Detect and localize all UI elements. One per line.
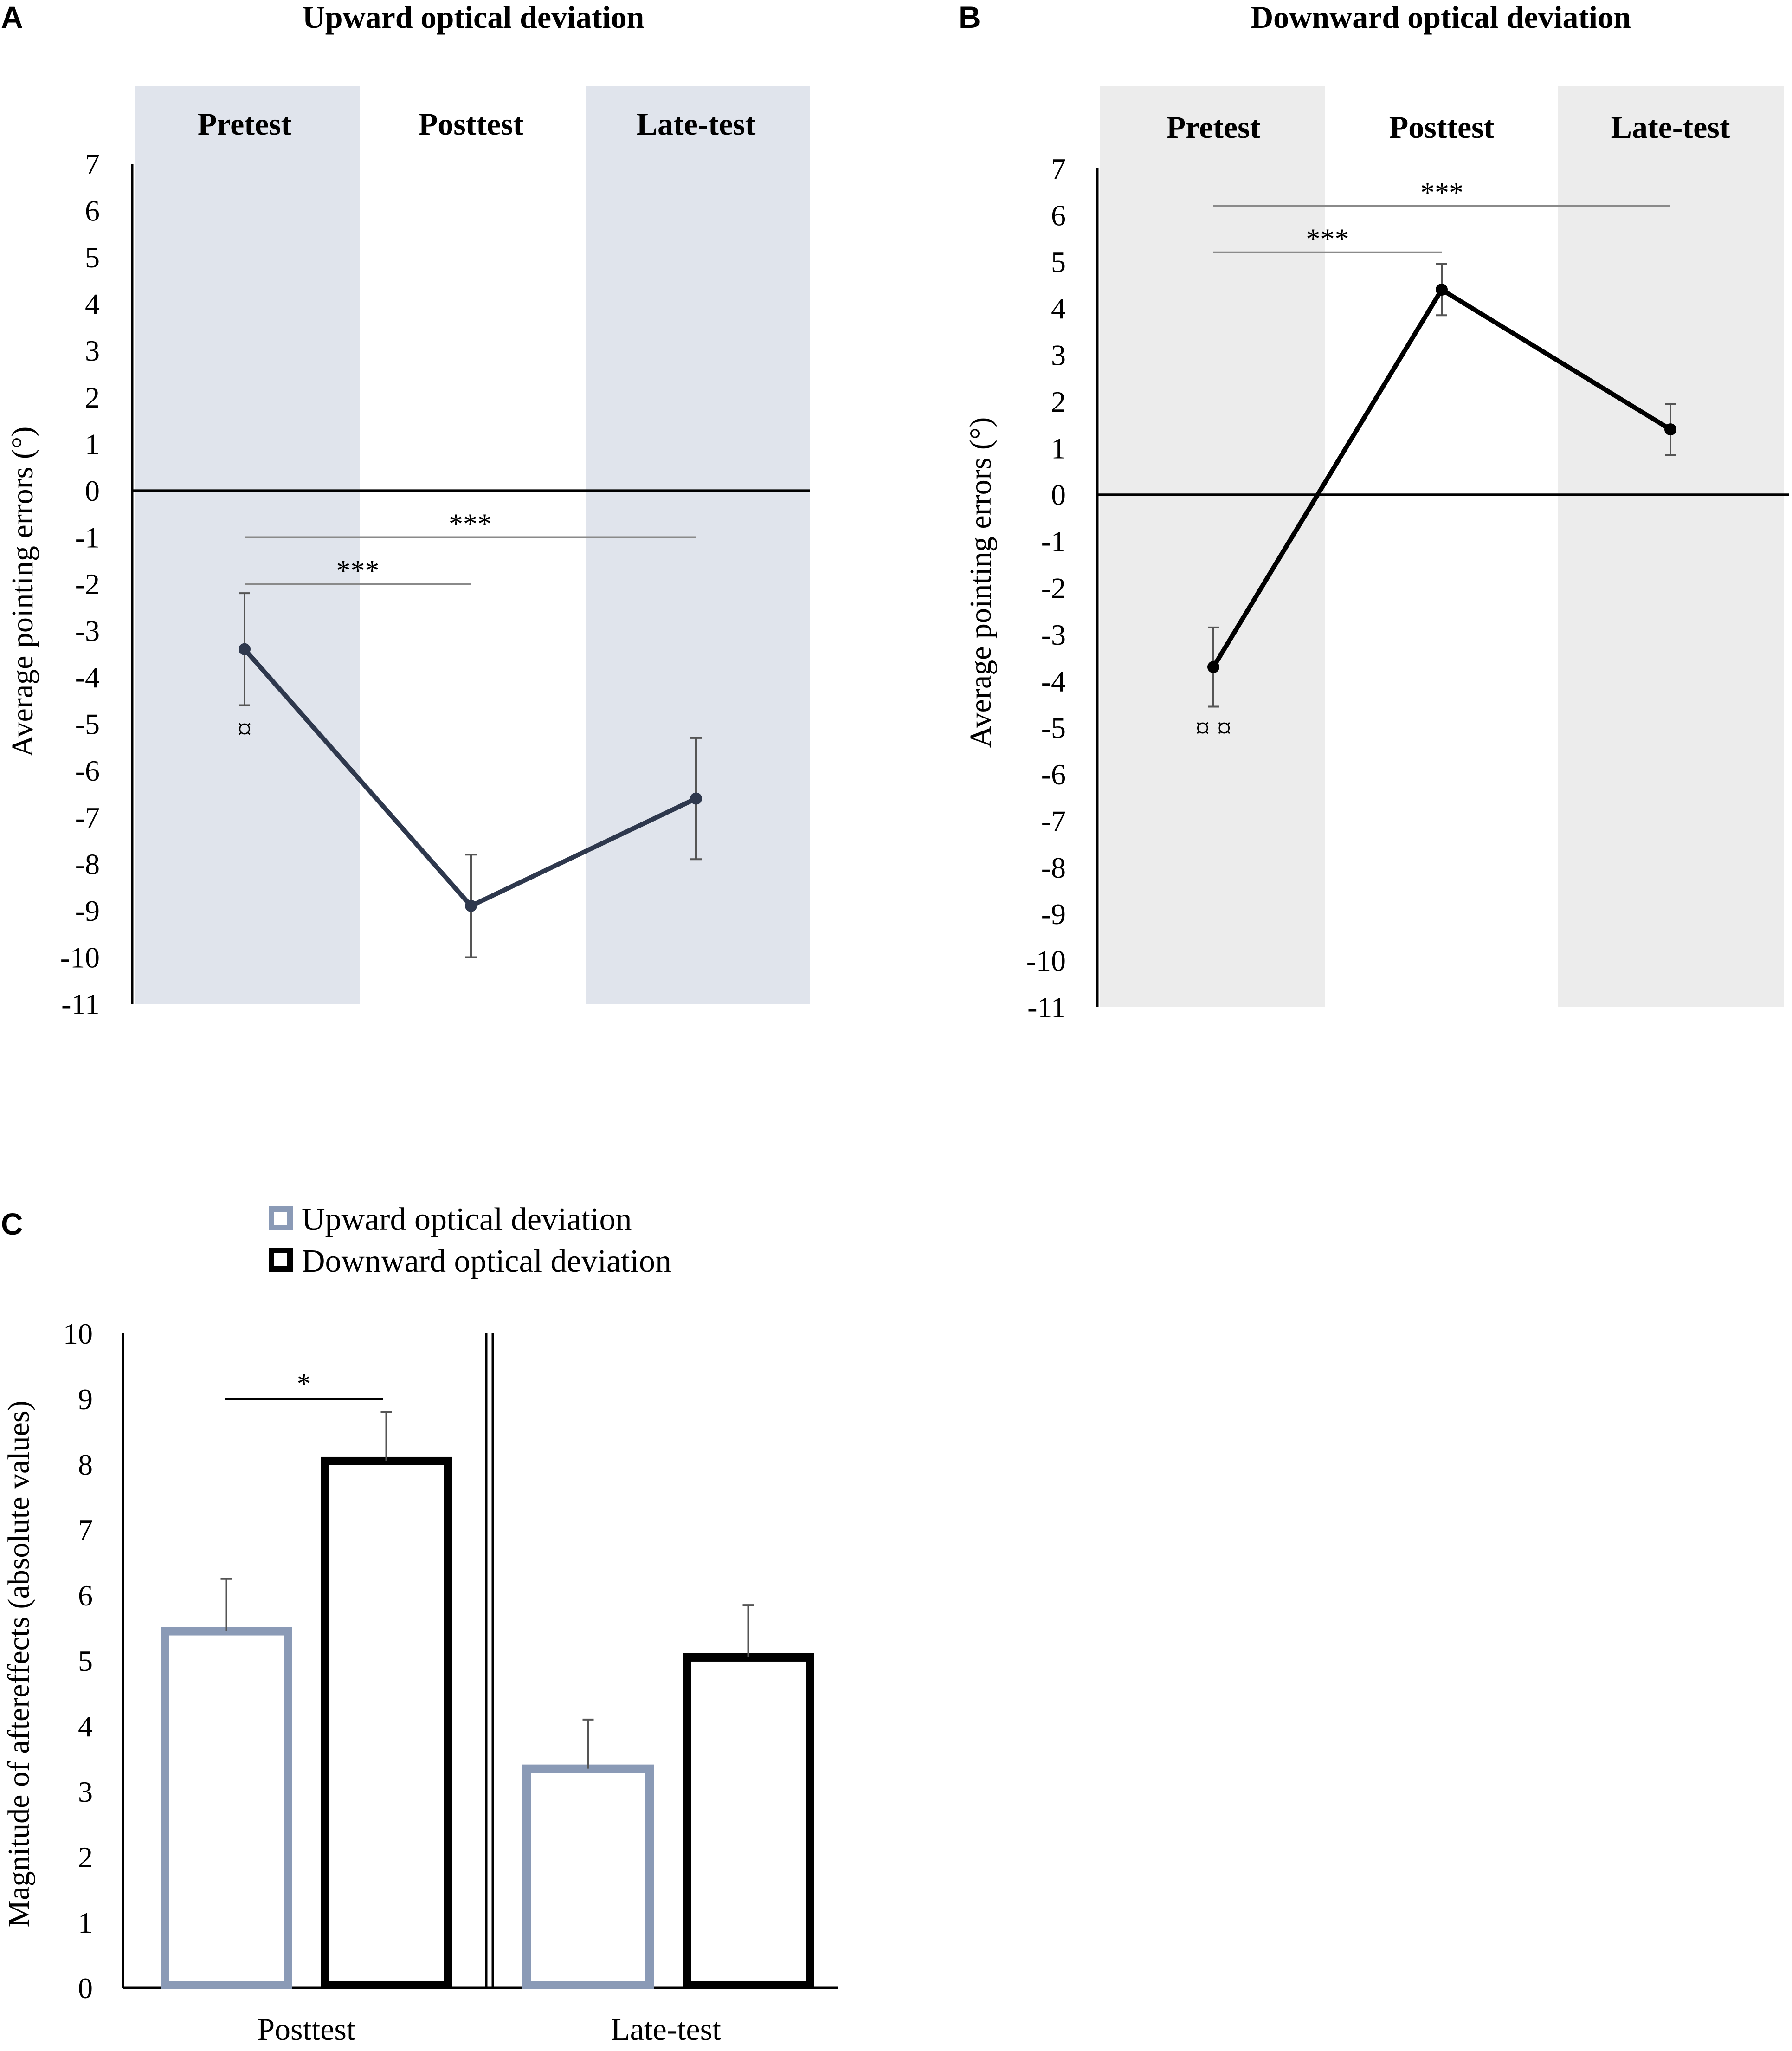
panel-c-y-axis-title: Magnitude of aftereffects (absolute valu… — [2, 1401, 36, 1928]
panel-c-y-tick-label: 8 — [78, 1448, 93, 1481]
panel-a-y-tick-label: -4 — [75, 661, 100, 694]
panel-b-y-tick-label: 0 — [1051, 479, 1066, 511]
panel-b-y-tick-label: -10 — [1026, 945, 1066, 977]
panel-b-significance-label: *** — [1306, 224, 1349, 255]
panel-b-y-tick-label: -6 — [1041, 758, 1066, 791]
legend-swatch-upward — [269, 1206, 293, 1230]
panel-a-data-point — [465, 899, 477, 912]
legend-label-upward: Upward optical deviation — [302, 1202, 632, 1237]
panel-b-phase-label: Posttest — [1389, 110, 1495, 145]
panel-b-phase-shade — [1100, 86, 1325, 1007]
panel-c-y-tick-label: 1 — [78, 1906, 93, 1939]
panel-a-y-tick-label: -1 — [75, 521, 100, 554]
panel-a-phase-label: Posttest — [419, 106, 524, 142]
panel-b-pretest-marker: ¤ ¤ — [1195, 713, 1231, 744]
panel-c-y-tick-label: 9 — [78, 1383, 93, 1416]
panel-c-significance-label: * — [297, 1368, 311, 1400]
panel-b-y-tick-label: 2 — [1051, 385, 1066, 418]
panel-c-bar — [321, 1456, 452, 1989]
panel-b-data-point — [1436, 284, 1448, 296]
panel-b-y-tick-label: -4 — [1041, 665, 1066, 698]
panel-a-significance-label: *** — [336, 555, 380, 587]
panel-b-y-tick-label: 7 — [1051, 152, 1066, 185]
panel-c-bar — [522, 1764, 654, 1989]
legend-swatch-downward — [269, 1248, 293, 1272]
panel-b-y-tick-label: -2 — [1041, 572, 1066, 605]
panel-b-y-tick-label: 5 — [1051, 246, 1066, 278]
panel-a-y-tick-label: 3 — [85, 334, 100, 367]
panel-b-y-tick-label: 6 — [1051, 199, 1066, 232]
panel-b-y-axis-title: Average pointing errors (°) — [964, 417, 998, 748]
panel-a-phase-label: Late-test — [637, 106, 756, 142]
panel-a-y-tick-label: 6 — [85, 194, 100, 227]
panel-c-x-category-label: Late-test — [611, 2012, 721, 2047]
panel-b-y-tick-label: -8 — [1041, 851, 1066, 884]
panel-b-data-point — [1207, 661, 1219, 673]
legend-label-downward: Downward optical deviation — [302, 1243, 671, 1279]
panel-a-y-axis-title: Average pointing errors (°) — [6, 427, 39, 757]
panel-a-y-tick-label: 2 — [85, 381, 100, 414]
panel-a-phase-label: Pretest — [198, 106, 292, 142]
panel-a-y-tick-label: -3 — [75, 615, 100, 647]
panel-c-y-tick-label: 7 — [78, 1514, 93, 1546]
panel-c-y-tick-label: 10 — [63, 1317, 93, 1350]
panel-b-phase-label: Late-test — [1611, 110, 1730, 145]
panel-b-y-tick-label: -1 — [1041, 525, 1066, 558]
panel-c-x-category-label: Posttest — [257, 2012, 355, 2047]
panel-b-y-tick-label: 1 — [1051, 432, 1066, 465]
panel-a-pretest-marker: ¤ — [238, 714, 252, 745]
panel-a-y-tick-label: -2 — [75, 568, 100, 601]
panel-b: B Downward optical deviation Pretest Post… — [959, 0, 1789, 1024]
panel-b-y-tick-label: -9 — [1041, 898, 1066, 931]
panel-b-y-tick-label: 4 — [1051, 292, 1066, 325]
panel-b-title: Downward optical deviation — [1251, 0, 1631, 35]
panel-a-y-tick-label: 4 — [85, 288, 100, 321]
panel-b-data-point — [1664, 423, 1676, 436]
panel-b-phase-shade — [1558, 86, 1784, 1007]
panel-c-y-tick-label: 6 — [78, 1579, 93, 1612]
panel-b-y-tick-label: -11 — [1027, 991, 1066, 1024]
panel-a-y-tick-label: 1 — [85, 427, 100, 460]
panel-a-y-tick-label: 7 — [85, 148, 100, 181]
panel-b-phase-label: Pretest — [1167, 110, 1261, 145]
panel-c-legend: Upward optical deviation Downward optica… — [269, 1202, 671, 1279]
panel-a-y-tick-label: 0 — [85, 474, 100, 507]
panel-c-y-tick-label: 3 — [78, 1775, 93, 1808]
panel-a-y-tick-label: -11 — [61, 988, 100, 1021]
panel-a-y-tick-label: -8 — [75, 848, 100, 880]
panel-c: C Upward optical deviation Downward opti… — [1, 1202, 838, 2047]
panel-a-letter: A — [1, 0, 23, 34]
panel-a-y-tick-label: -6 — [75, 754, 100, 787]
panel-a: A Upward optical deviation Pretest Postte… — [1, 0, 810, 1021]
panel-b-y-tick-label: -3 — [1041, 618, 1066, 651]
panel-a-data-point — [239, 643, 251, 655]
panel-c-bar — [161, 1627, 292, 1990]
panel-c-y-tick-label: 0 — [78, 1972, 93, 2005]
panel-b-y-tick-label: -7 — [1041, 804, 1066, 837]
panel-a-phase-shade — [586, 86, 810, 1004]
panel-c-y-tick-label: 2 — [78, 1841, 93, 1874]
panel-a-data-point — [690, 792, 702, 805]
panel-a-phase-shade — [135, 86, 360, 1004]
panel-a-title: Upward optical deviation — [303, 0, 645, 35]
panel-a-y-tick-label: 5 — [85, 241, 100, 274]
panel-c-y-tick-label: 5 — [78, 1644, 93, 1677]
panel-a-y-tick-label: -5 — [75, 708, 100, 741]
panel-a-y-tick-label: -9 — [75, 894, 100, 927]
panel-a-y-tick-label: -10 — [60, 941, 100, 974]
panel-b-significance-label: *** — [1420, 177, 1463, 208]
panel-c-letter: C — [1, 1207, 23, 1241]
panel-b-y-tick-label: 3 — [1051, 339, 1066, 372]
panel-b-y-tick-label: -5 — [1041, 712, 1066, 744]
panel-a-y-tick-label: -7 — [75, 801, 100, 834]
panel-a-significance-label: *** — [449, 508, 492, 540]
panel-c-bar — [683, 1653, 814, 1989]
panel-b-letter: B — [959, 0, 981, 34]
panel-c-y-tick-label: 4 — [78, 1710, 93, 1743]
